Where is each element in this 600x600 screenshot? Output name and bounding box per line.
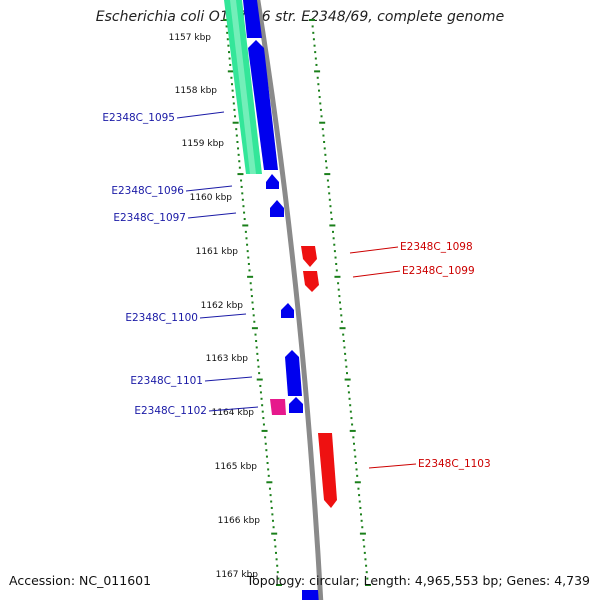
gene-leader-line xyxy=(208,406,259,412)
gene-arrow-e2348c-1095 xyxy=(248,40,278,170)
accession-text: Accession: NC_011601 xyxy=(9,573,152,588)
gene-labels-layer: E2348C_1095 E2348C_1096 E2348C_1097 E2348C_… xyxy=(102,111,491,470)
gene-label: E2348C_1101 xyxy=(130,375,203,387)
scale-labels-layer: 1157 kbp 1158 kbp 1159 kbp 1160 kbp 1161 kbp… xyxy=(169,33,261,580)
right-tick-dots xyxy=(309,19,371,586)
gene-leader-line xyxy=(204,376,253,382)
gene-leader-line xyxy=(187,212,237,219)
scale-label: 1157 kbp xyxy=(169,33,212,43)
pink-feature xyxy=(270,399,286,415)
gene-leader-line xyxy=(349,246,399,254)
scale-label: 1158 kbp xyxy=(175,86,218,96)
gene-arrow-e2348c-1100 xyxy=(281,303,294,318)
scale-label: 1166 kbp xyxy=(218,516,261,526)
gene-arrow-e2348c-1096 xyxy=(266,174,279,189)
gene-label: E2348C_1098 xyxy=(400,241,473,253)
features-layer xyxy=(224,0,337,600)
scale-label: 1159 kbp xyxy=(182,139,225,149)
gene-leader-line xyxy=(185,185,233,192)
gene-leader-line xyxy=(352,270,401,278)
gene-arrow-forward-top xyxy=(243,0,262,38)
tick-dots-layer xyxy=(223,19,371,586)
scale-label: 1162 kbp xyxy=(201,301,244,311)
gene-arrow-e2348c-1097 xyxy=(270,200,284,217)
scale-label: 1165 kbp xyxy=(215,462,258,472)
gene-leader-line xyxy=(176,111,225,119)
gene-label: E2348C_1096 xyxy=(111,185,184,197)
gene-label: E2348C_1102 xyxy=(134,405,207,417)
scale-label: 1164 kbp xyxy=(212,408,255,418)
gene-leader-line xyxy=(368,463,417,469)
genome-backbone xyxy=(255,0,324,600)
gene-label: E2348C_1095 xyxy=(102,112,175,124)
left-tick-dots xyxy=(223,19,282,586)
gene-arrow-e2348c-1099 xyxy=(303,271,319,292)
genome-summary-text: Topology: circular; Length: 4,965,553 bp… xyxy=(246,573,590,588)
gene-arrow-e2348c-1102 xyxy=(289,397,303,413)
gene-leader-line xyxy=(199,313,247,319)
gene-arrow-forward-bottom xyxy=(302,590,319,600)
scale-label: 1163 kbp xyxy=(206,354,249,364)
gene-label: E2348C_1100 xyxy=(125,312,198,324)
gene-label: E2348C_1103 xyxy=(418,458,491,470)
genome-title: Escherichia coli O127:H6 str. E2348/69, … xyxy=(95,9,505,25)
scale-label: 1161 kbp xyxy=(196,247,239,257)
gene-label: E2348C_1097 xyxy=(113,212,186,224)
gene-arrow-e2348c-1101 xyxy=(285,350,302,396)
gene-label: E2348C_1099 xyxy=(402,265,475,277)
scale-label: 1160 kbp xyxy=(190,193,233,203)
scale-label: 1167 kbp xyxy=(216,570,259,580)
gene-arrow-e2348c-1103 xyxy=(318,433,337,508)
gene-arrow-e2348c-1098 xyxy=(301,246,317,267)
